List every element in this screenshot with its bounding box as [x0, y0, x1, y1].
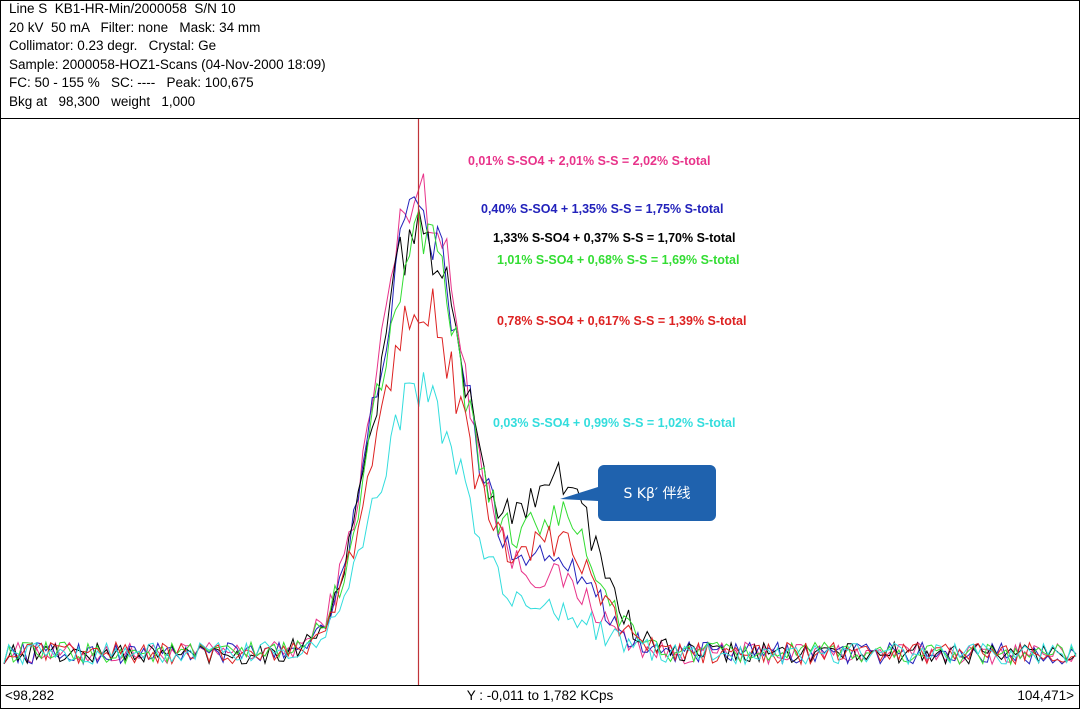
- series-label-6: 0,03% S-SO4 + 0,99% S-S = 1,02% S-total: [493, 416, 735, 430]
- series-line-1: [3, 173, 1077, 666]
- header-line: FC: 50 - 155 % SC: ---- Peak: 100,675: [9, 75, 254, 91]
- series-label-5: 0,78% S-SO4 + 0,617% S-S = 1,39% S-total: [497, 314, 746, 328]
- series-label-1: 0,01% S-SO4 + 2,01% S-S = 2,02% S-total: [468, 154, 710, 168]
- header-line: Sample: 2000058-HOZ1-Scans (04-Nov-2000 …: [9, 56, 326, 72]
- callout: S Kβ′ 伴线: [560, 465, 716, 521]
- series-line-3: [3, 209, 1077, 666]
- x-min-label: <98,282: [5, 688, 55, 703]
- series-label-3: 1,33% S-SO4 + 0,37% S-S = 1,70% S-total: [493, 231, 735, 245]
- footer-divider: [0, 685, 1080, 686]
- header-line: 20 kV 50 mA Filter: none Mask: 34 mm: [9, 19, 261, 35]
- header-line: Collimator: 0.23 degr. Crystal: Ge: [9, 38, 217, 54]
- spectrum-chart: 0,01% S-SO4 + 2,01% S-S = 2,02% S-total 0…: [3, 119, 1077, 685]
- series-label-4: 1,01% S-SO4 + 0,68% S-S = 1,69% S-total: [497, 253, 739, 267]
- series-layer: [3, 173, 1077, 666]
- series-label-2: 0,40% S-SO4 + 1,35% S-S = 1,75% S-total: [481, 202, 723, 216]
- series-line-4: [3, 210, 1077, 666]
- callout-bubble: [560, 465, 716, 521]
- callout-text: S Kβ′ 伴线: [623, 486, 690, 502]
- x-max-label: 104,471>: [1017, 688, 1074, 703]
- series-line-5: [3, 288, 1077, 666]
- scan-info-header: Line S KB1-HR-Min/2000058 S/N 10 20 kV 5…: [9, 0, 1069, 116]
- y-range-label: Y : -0,011 to 1,782 KCps: [466, 688, 614, 703]
- header-divider: [0, 118, 1080, 119]
- series-line-6: [3, 372, 1077, 666]
- header-line: Line S KB1-HR-Min/2000058 S/N 10: [9, 1, 236, 16]
- legend-annotations: 0,01% S-SO4 + 2,01% S-S = 2,02% S-total 0…: [468, 154, 746, 430]
- header-line: Bkg at 98,300 weight 1,000: [9, 93, 196, 109]
